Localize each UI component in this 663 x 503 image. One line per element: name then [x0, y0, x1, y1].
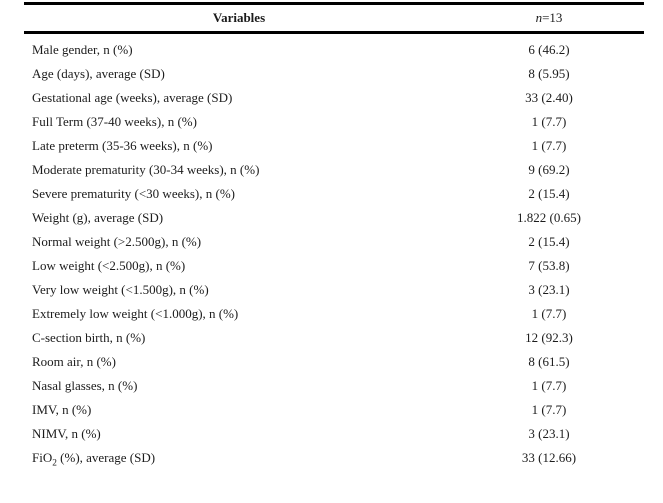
- row-value: 33 (12.66): [521, 450, 577, 465]
- row-label: Extremely low weight (<1.000g), n (%): [32, 306, 239, 321]
- table-row: Nasal glasses, n (%) 1 (7.7): [24, 374, 644, 398]
- row-label: Gestational age (weeks), average (SD): [32, 90, 233, 105]
- n-count-text: =13: [542, 10, 563, 25]
- table-row: Normal weight (>2.500g), n (%) 2 (15.4): [24, 230, 644, 254]
- variables-table: Variables n=13 Male gender, n (%) 6 (46.…: [24, 2, 644, 470]
- row-value: 1 (7.7): [531, 114, 567, 129]
- row-label: Room air, n (%): [32, 354, 116, 369]
- row-label: FiO2 (%), average (SD): [32, 450, 156, 466]
- row-value: 3 (23.1): [528, 426, 570, 441]
- row-label: Low weight (<2.500g), n (%): [32, 258, 186, 273]
- table-row: Weight (g), average (SD) 1.822 (0.65): [24, 206, 644, 230]
- row-value: 1 (7.7): [531, 138, 567, 153]
- row-value: 7 (53.8): [528, 258, 570, 273]
- table-row: Age (days), average (SD) 8 (5.95): [24, 62, 644, 86]
- table-row: FiO2 (%), average (SD) 33 (12.66): [24, 446, 644, 470]
- row-label: Severe prematurity (<30 weeks), n (%): [32, 186, 235, 201]
- row-value: 2 (15.4): [528, 234, 570, 249]
- table-row: Very low weight (<1.500g), n (%) 3 (23.1…: [24, 278, 644, 302]
- table-row: Severe prematurity (<30 weeks), n (%) 2 …: [24, 182, 644, 206]
- row-value: 9 (69.2): [528, 162, 570, 177]
- row-label: Normal weight (>2.500g), n (%): [32, 234, 202, 249]
- row-label: C-section birth, n (%): [32, 330, 146, 345]
- column-header-n: n=13: [454, 10, 644, 26]
- row-value: 33 (2.40): [525, 90, 573, 105]
- row-label: Late preterm (35-36 weeks), n (%): [32, 138, 213, 153]
- row-value: 6 (46.2): [528, 42, 570, 57]
- row-label: Nasal glasses, n (%): [32, 378, 138, 393]
- row-value: 1 (7.7): [531, 378, 567, 393]
- row-label: NIMV, n (%): [32, 426, 101, 441]
- row-value: 2 (15.4): [528, 186, 570, 201]
- table-row: Late preterm (35-36 weeks), n (%) 1 (7.7…: [24, 134, 644, 158]
- table-body: Male gender, n (%) 6 (46.2) Age (days), …: [24, 34, 644, 470]
- row-label: IMV, n (%): [32, 402, 92, 417]
- table-row: NIMV, n (%) 3 (23.1): [24, 422, 644, 446]
- row-value: 8 (61.5): [528, 354, 570, 369]
- row-value: 1.822 (0.65): [517, 210, 581, 225]
- table-row: Full Term (37-40 weeks), n (%) 1 (7.7): [24, 110, 644, 134]
- row-value: 8 (5.95): [528, 66, 570, 81]
- row-value: 1 (7.7): [531, 306, 567, 321]
- column-header-variables: Variables: [212, 10, 266, 25]
- table-row: IMV, n (%) 1 (7.7): [24, 398, 644, 422]
- row-value: 1 (7.7): [531, 402, 567, 417]
- table-row: Moderate prematurity (30-34 weeks), n (%…: [24, 158, 644, 182]
- n-italic-symbol: n: [535, 10, 543, 25]
- table-row: C-section birth, n (%) 12 (92.3): [24, 326, 644, 350]
- table-row: Room air, n (%) 8 (61.5): [24, 350, 644, 374]
- row-label: Very low weight (<1.500g), n (%): [32, 282, 209, 297]
- table-row: Male gender, n (%) 6 (46.2): [24, 38, 644, 62]
- row-value: 3 (23.1): [528, 282, 570, 297]
- row-label: Male gender, n (%): [32, 42, 133, 57]
- row-label: Full Term (37-40 weeks), n (%): [32, 114, 197, 129]
- row-label: Weight (g), average (SD): [32, 210, 164, 225]
- table-row: Low weight (<2.500g), n (%) 7 (53.8): [24, 254, 644, 278]
- row-label: Moderate prematurity (30-34 weeks), n (%…: [32, 162, 260, 177]
- row-label: Age (days), average (SD): [32, 66, 165, 81]
- table-row: Extremely low weight (<1.000g), n (%) 1 …: [24, 302, 644, 326]
- table-row: Gestational age (weeks), average (SD) 33…: [24, 86, 644, 110]
- table-header-row: Variables n=13: [24, 5, 644, 34]
- row-value: 12 (92.3): [525, 330, 573, 345]
